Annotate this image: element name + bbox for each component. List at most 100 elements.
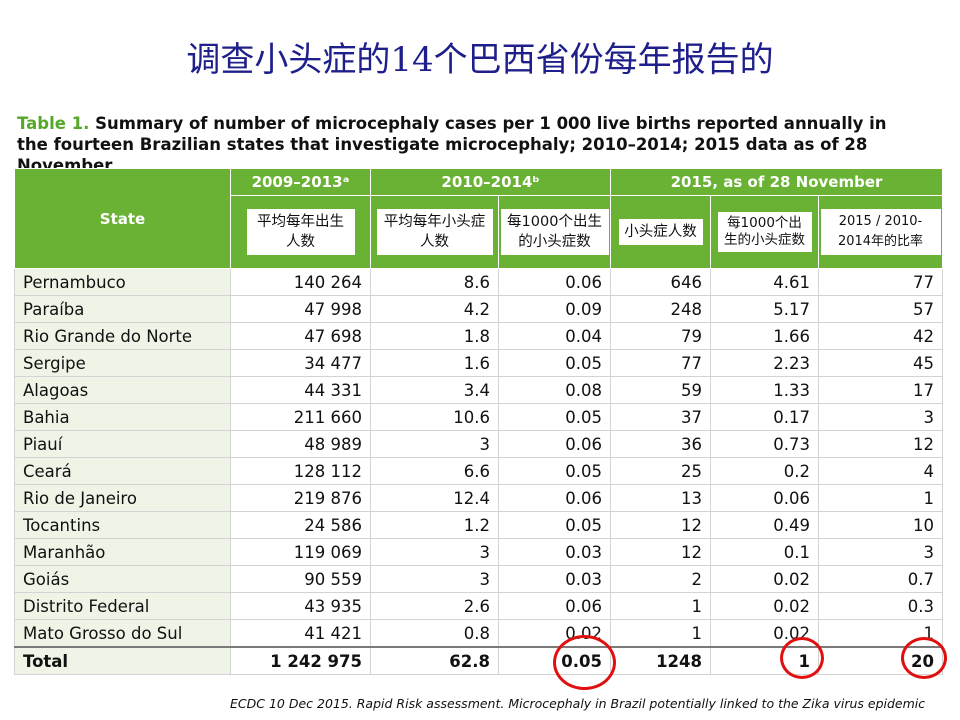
value-cell: 0.49 <box>710 511 819 539</box>
value-cell: 12 <box>610 538 711 566</box>
header-2010-2014: 2010–2014ᵇ <box>370 168 611 196</box>
value-cell: 3 <box>818 403 943 431</box>
value-cell: 0.06 <box>498 268 611 296</box>
value-cell: 36 <box>610 430 711 458</box>
header-state: State <box>14 168 231 269</box>
value-cell: 128 112 <box>230 457 371 485</box>
slide-title: 调查小头症的14个巴西省份每年报告的 <box>186 40 774 80</box>
state-name-cell: Total <box>14 646 231 675</box>
value-cell: 4 <box>818 457 943 485</box>
value-cell: 1.8 <box>370 322 499 350</box>
state-name-cell: Paraíba <box>14 295 231 323</box>
state-name-cell: Maranhão <box>14 538 231 566</box>
state-name-cell: Piauí <box>14 430 231 458</box>
value-cell: 77 <box>818 268 943 296</box>
table-row: Rio de Janeiro 219 876 12.4 0.06 13 0.06 1 <box>14 484 943 512</box>
caption-text: Summary of number of microcephaly cases … <box>17 114 887 175</box>
state-name-cell: Rio de Janeiro <box>14 484 231 512</box>
value-cell: 0.06 <box>710 484 819 512</box>
value-cell: 12.4 <box>370 484 499 512</box>
highlight-circle <box>901 637 947 679</box>
value-cell: 42 <box>818 322 943 350</box>
table-row: Bahia 211 660 10.6 0.05 37 0.17 3 <box>14 403 943 431</box>
caption-lead: Table 1. <box>17 114 90 133</box>
annotation-note: 平均每年出生人数 <box>246 209 355 255</box>
value-cell: 0.2 <box>710 457 819 485</box>
table-row: Piauí 48 989 3 0.06 36 0.73 12 <box>14 430 943 458</box>
state-name-cell: Sergipe <box>14 349 231 377</box>
value-cell: 41 421 <box>230 619 371 648</box>
value-cell: 0.06 <box>498 430 611 458</box>
value-cell: 2 <box>610 565 711 593</box>
value-cell: 4.2 <box>370 295 499 323</box>
value-cell: 3 <box>370 565 499 593</box>
value-cell: 34 477 <box>230 349 371 377</box>
value-cell: 3 <box>818 538 943 566</box>
value-cell: 10 <box>818 511 943 539</box>
subheader-cell: 每1000个出生的小头症数 <box>498 195 611 269</box>
value-cell: 6.6 <box>370 457 499 485</box>
table-row: Pernambuco 140 264 8.6 0.06 646 4.61 77 <box>14 268 943 296</box>
table-row: Alagoas 44 331 3.4 0.08 59 1.33 17 <box>14 376 943 404</box>
value-cell: 1.66 <box>710 322 819 350</box>
subheader-cell: 每1000个出生的小头症数 <box>710 195 819 269</box>
table-row: Tocantins 24 586 1.2 0.05 12 0.49 10 <box>14 511 943 539</box>
value-cell: 0.8 <box>370 619 499 648</box>
value-cell: 1248 <box>610 646 711 675</box>
value-cell: 0.02 <box>710 565 819 593</box>
value-cell: 140 264 <box>230 268 371 296</box>
value-cell: 13 <box>610 484 711 512</box>
state-name-cell: Ceará <box>14 457 231 485</box>
value-cell: 0.09 <box>498 295 611 323</box>
value-cell: 90 559 <box>230 565 371 593</box>
annotation-note: 2015 / 2010-2014年的比率 <box>820 209 941 255</box>
value-cell: 0.06 <box>498 484 611 512</box>
highlight-circle <box>553 635 616 690</box>
table-row: Ceará 128 112 6.6 0.05 25 0.2 4 <box>14 457 943 485</box>
table-row: Distrito Federal 43 935 2.6 0.06 1 0.02 0.3 <box>14 592 943 620</box>
table-row: Goiás 90 559 3 0.03 2 0.02 0.7 <box>14 565 943 593</box>
value-cell: 62.8 <box>370 646 499 675</box>
value-cell: 119 069 <box>230 538 371 566</box>
value-cell: 12 <box>610 511 711 539</box>
value-cell: 1 <box>610 619 711 648</box>
microcephaly-table: State 2009–2013ᵃ 2010–2014ᵇ 2015, as of … <box>14 168 943 675</box>
value-cell: 2.23 <box>710 349 819 377</box>
value-cell: 17 <box>818 376 943 404</box>
value-cell: 43 935 <box>230 592 371 620</box>
value-cell: 0.08 <box>498 376 611 404</box>
value-cell: 1 <box>818 619 943 648</box>
header-2009-2013: 2009–2013ᵃ <box>230 168 371 196</box>
value-cell: 3.4 <box>370 376 499 404</box>
value-cell: 0.03 <box>498 538 611 566</box>
table-row: Maranhão 119 069 3 0.03 12 0.1 3 <box>14 538 943 566</box>
value-cell: 1 <box>818 484 943 512</box>
table-row: Sergipe 34 477 1.6 0.05 77 2.23 45 <box>14 349 943 377</box>
value-cell: 2.6 <box>370 592 499 620</box>
subheader-cell: 平均每年小头症人数 <box>370 195 499 269</box>
value-cell: 1 242 975 <box>230 646 371 675</box>
value-cell: 0.1 <box>710 538 819 566</box>
annotation-note: 每1000个出生的小头症数 <box>500 209 609 255</box>
annotation-note: 小头症人数 <box>618 219 703 245</box>
value-cell: 1 <box>610 592 711 620</box>
value-cell: 0.05 <box>498 457 611 485</box>
annotation-note: 平均每年小头症人数 <box>376 209 493 255</box>
value-cell: 47 698 <box>230 322 371 350</box>
value-cell: 8.6 <box>370 268 499 296</box>
value-cell: 0.05 <box>498 511 611 539</box>
value-cell: 219 876 <box>230 484 371 512</box>
state-name-cell: Tocantins <box>14 511 231 539</box>
value-cell: 0.03 <box>498 565 611 593</box>
value-cell: 0.3 <box>818 592 943 620</box>
state-name-cell: Pernambuco <box>14 268 231 296</box>
value-cell: 25 <box>610 457 711 485</box>
value-cell: 211 660 <box>230 403 371 431</box>
table-row: Rio Grande do Norte 47 698 1.8 0.04 79 1.66 42 <box>14 322 943 350</box>
value-cell: 57 <box>818 295 943 323</box>
value-cell: 646 <box>610 268 711 296</box>
value-cell: 3 <box>370 538 499 566</box>
value-cell: 0.17 <box>710 403 819 431</box>
annotation-note: 每1000个出生的小头症数 <box>717 212 812 252</box>
value-cell: 3 <box>370 430 499 458</box>
